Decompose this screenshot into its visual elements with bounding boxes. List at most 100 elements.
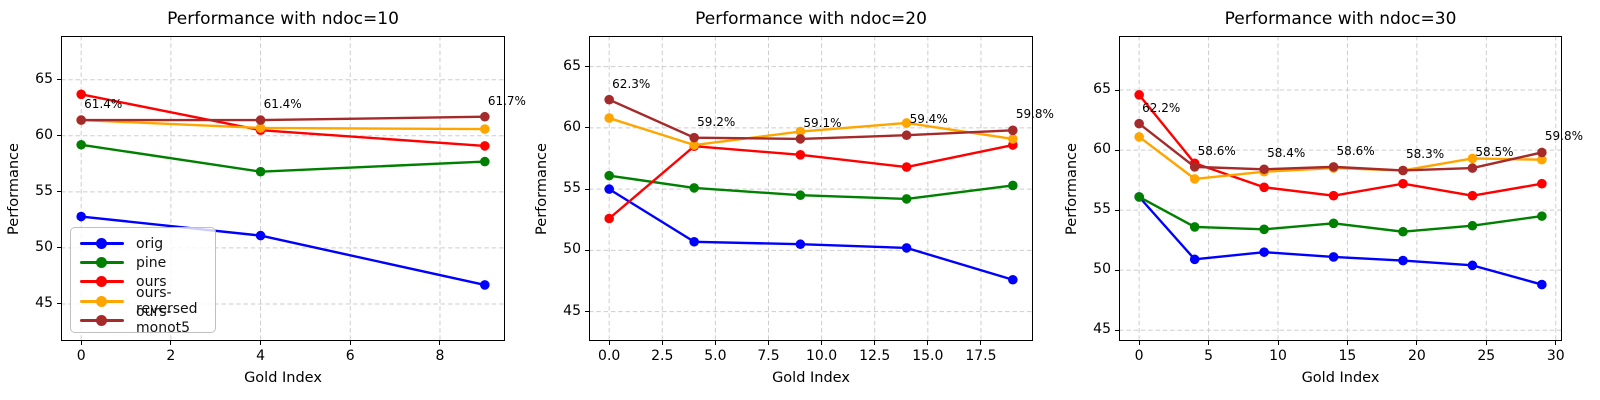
series-marker-ours-reversed <box>255 123 266 133</box>
x-axis-label: Gold Index <box>772 370 850 386</box>
series-marker-pine <box>1467 220 1478 231</box>
legend-dot-icon <box>96 314 107 326</box>
series-marker-orig <box>1467 260 1478 271</box>
series-marker-pine <box>689 183 699 193</box>
y-tick-label: 45 <box>1093 321 1111 338</box>
series-marker-ours-monot5 <box>1398 165 1408 176</box>
annotation-label: 61.4% <box>84 97 123 112</box>
axes-spines <box>1119 36 1562 341</box>
x-axis-label: Gold Index <box>244 370 322 386</box>
y-axis-label: Performance <box>6 142 22 235</box>
series-marker-ours-monot5 <box>1259 164 1269 175</box>
series-line-orig <box>608 188 1014 281</box>
y-tick-mark <box>1115 209 1119 211</box>
series-line-ours-monot5 <box>81 115 485 122</box>
x-tick-label: 4 <box>256 348 266 364</box>
legend-dot-icon <box>96 257 107 269</box>
legend-label: ours-monot5 <box>136 304 191 337</box>
legend: orig pine ours ours-reversed ours-monot5 <box>70 227 216 336</box>
y-tick-label: 50 <box>35 238 53 255</box>
x-tick-mark <box>874 341 876 345</box>
x-tick-label: 5 <box>1204 348 1214 364</box>
x-tick-mark <box>980 341 982 345</box>
series-marker-pine <box>604 170 614 181</box>
chart-title: Performance with ndoc=30 <box>1224 9 1457 29</box>
x-tick-label: 15.0 <box>912 348 944 364</box>
annotation-label: 61.7% <box>487 93 526 108</box>
axes-spines <box>61 36 505 341</box>
series-marker-ours <box>1259 182 1269 193</box>
x-tick-mark <box>768 341 769 345</box>
series-marker-ours-monot5 <box>1134 118 1144 129</box>
x-tick-label: 15 <box>1338 348 1357 364</box>
y-tick-label: 45 <box>35 294 53 311</box>
series-marker-ours-monot5 <box>1008 125 1018 136</box>
series-marker-pine <box>76 139 86 150</box>
series-marker-pine <box>1134 192 1144 202</box>
series-marker-ours <box>604 213 614 224</box>
series-marker-ours-reversed <box>689 140 699 150</box>
x-tick-label: 2 <box>166 348 176 364</box>
legend-dot-icon <box>96 276 107 288</box>
x-tick-label: 5.0 <box>704 348 727 364</box>
series-marker-ours <box>901 162 912 172</box>
series-marker-orig <box>604 184 614 194</box>
annotation-label: 61.4% <box>263 97 302 112</box>
y-tick-label: 55 <box>563 180 581 197</box>
x-tick-label: 0.0 <box>598 348 621 364</box>
y-tick-label: 60 <box>35 126 53 143</box>
y-tick-label: 65 <box>35 70 53 87</box>
series-marker-orig <box>1189 254 1200 265</box>
legend-item-orig: orig <box>80 234 206 253</box>
series-marker-ours-reversed <box>901 118 912 128</box>
legend-item-ours: ours <box>80 272 206 291</box>
series-marker-ours-reversed <box>1189 174 1200 184</box>
legend-label: ours <box>136 273 167 290</box>
x-tick-label: 10 <box>1269 348 1287 364</box>
series-marker-ours <box>1467 190 1478 201</box>
legend-line-sample <box>80 295 124 308</box>
series-marker-ours-monot5 <box>1328 162 1339 172</box>
y-tick-label: 55 <box>1093 201 1111 218</box>
series-marker-ours-monot5 <box>1467 163 1478 173</box>
legend-item-ours-monot5: ours-monot5 <box>80 304 206 336</box>
legend-line-sample <box>80 314 124 327</box>
series-line-ours <box>608 143 1014 220</box>
annotation-label: 59.8% <box>1544 129 1583 144</box>
series-marker-pine <box>1259 224 1269 235</box>
y-tick-mark <box>57 303 61 305</box>
annotation-label: 58.6% <box>1336 143 1375 158</box>
annotation-label: 59.8% <box>1015 107 1054 122</box>
series-marker-orig <box>1259 247 1269 257</box>
x-axis-label: Gold Index <box>1301 370 1380 386</box>
legend-dot-icon <box>96 238 107 250</box>
x-tick-label: 30 <box>1546 348 1565 364</box>
series-marker-orig <box>1537 279 1547 290</box>
series-marker-ours-monot5 <box>1189 162 1200 172</box>
x-tick-mark <box>661 341 663 345</box>
series-marker-ours <box>1134 90 1144 100</box>
y-tick-mark <box>57 135 61 137</box>
x-tick-label: 0 <box>1134 348 1144 364</box>
y-tick-label: 55 <box>35 182 53 199</box>
series-marker-pine <box>795 190 806 201</box>
series-marker-orig <box>255 230 266 241</box>
y-axis-label: Performance <box>1064 142 1080 235</box>
series-line-pine <box>609 174 1013 201</box>
y-tick-label: 60 <box>1093 141 1111 158</box>
x-tick-mark <box>170 341 172 345</box>
annotation-label: 59.1% <box>803 115 842 130</box>
series-marker-pine <box>901 194 912 204</box>
series-marker-orig <box>76 211 86 222</box>
series-marker-pine <box>1328 218 1339 229</box>
series-marker-ours <box>795 150 806 160</box>
series-marker-pine <box>1008 180 1018 191</box>
series-marker-pine <box>480 156 490 167</box>
series-marker-ours-monot5 <box>1537 147 1547 158</box>
x-tick-mark <box>1346 341 1348 345</box>
x-tick-label: 2.5 <box>651 348 674 364</box>
y-tick-mark <box>1115 329 1119 331</box>
x-tick-mark <box>608 341 610 345</box>
chart-title: Performance with ndoc=20 <box>695 9 927 29</box>
x-tick-mark <box>821 341 823 345</box>
